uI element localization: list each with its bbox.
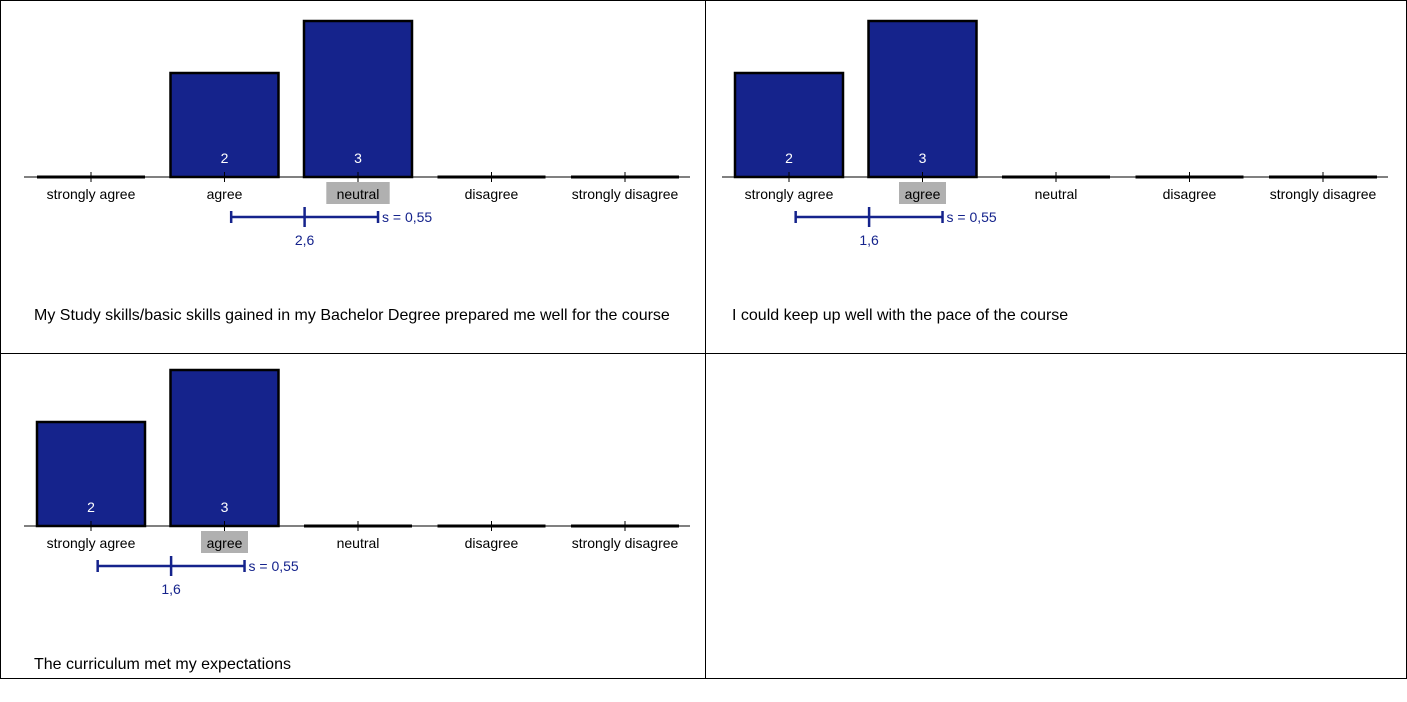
x-tick-label: neutral <box>337 186 380 202</box>
bar-value-label: 2 <box>785 150 793 166</box>
bar-value-label: 2 <box>87 499 95 515</box>
x-tick-label: neutral <box>337 535 380 551</box>
bar <box>169 368 280 528</box>
mean-label: 2,6 <box>295 232 315 248</box>
empty-panel <box>706 354 1406 678</box>
chart-svg-1: strongly agree 2 agree 3 neutral disagree stro… <box>24 19 690 248</box>
question-text: My Study skills/basic skills gained in m… <box>34 307 670 324</box>
question-text: The curriculum met my expectations <box>34 656 291 673</box>
x-tick-label: disagree <box>465 535 519 551</box>
bar <box>867 19 978 179</box>
x-tick-label: strongly agree <box>47 535 136 551</box>
mean-label: 1,6 <box>161 581 181 597</box>
category-highlight <box>326 182 390 204</box>
x-tick-label: disagree <box>1163 186 1217 202</box>
x-tick-label: strongly disagree <box>1270 186 1377 202</box>
bar <box>35 420 147 528</box>
sd-label: s = 0,55 <box>382 209 432 225</box>
x-tick-label: neutral <box>1035 186 1078 202</box>
x-tick-label: agree <box>207 186 243 202</box>
x-tick-label: disagree <box>465 186 519 202</box>
x-tick-label: strongly agree <box>745 186 834 202</box>
x-tick-label: strongly disagree <box>572 186 679 202</box>
bar-value-label: 2 <box>221 150 229 166</box>
category-highlight <box>899 182 946 204</box>
sd-label: s = 0,55 <box>947 209 997 225</box>
chart-panel-1: strongly agree 2 agree 3 neutral disagree stro… <box>0 0 705 353</box>
bar <box>302 19 414 179</box>
chart-panel-3: 2 strongly agree 3 agree neutral disagree stro… <box>0 349 705 702</box>
chart-svg-3: 2 strongly agree 3 agree neutral disagree stro… <box>24 368 690 597</box>
x-tick-label: strongly agree <box>47 186 136 202</box>
bar <box>169 71 280 179</box>
mean-label: 1,6 <box>859 232 879 248</box>
x-tick-label: agree <box>905 186 941 202</box>
sd-label: s = 0,55 <box>249 558 299 574</box>
chart-svg-2: 2 strongly agree 3 agree neutral disagree stro… <box>722 19 1388 248</box>
question-text: I could keep up well with the pace of th… <box>732 307 1069 324</box>
grid-divider-vertical <box>705 0 706 679</box>
x-tick-label: agree <box>207 535 243 551</box>
grid-divider-horizontal <box>0 353 1407 354</box>
bar-value-label: 3 <box>919 150 927 166</box>
chart-panel-2: 2 strongly agree 3 agree neutral disagree stro… <box>698 0 1403 353</box>
x-tick-label: strongly disagree <box>572 535 679 551</box>
bar-value-label: 3 <box>354 150 362 166</box>
category-highlight <box>201 531 248 553</box>
bar-value-label: 3 <box>221 499 229 515</box>
